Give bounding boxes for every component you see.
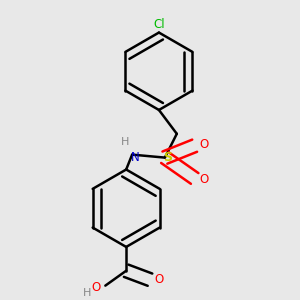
Text: H: H — [121, 137, 129, 147]
Text: O: O — [199, 173, 208, 186]
Text: Cl: Cl — [153, 18, 165, 31]
Text: O: O — [92, 280, 101, 294]
Text: H: H — [83, 288, 92, 298]
Text: N: N — [131, 151, 140, 164]
Text: O: O — [199, 138, 208, 151]
Text: S: S — [164, 151, 172, 164]
Text: O: O — [154, 273, 164, 286]
